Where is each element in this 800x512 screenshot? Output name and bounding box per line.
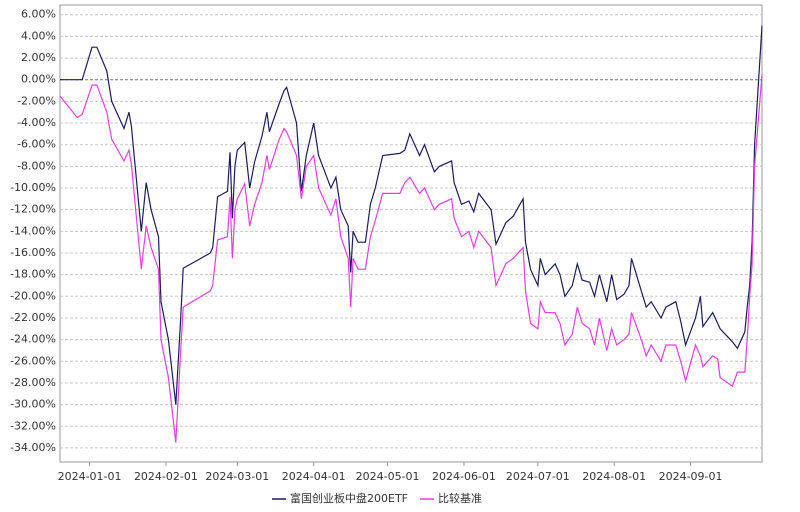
y-tick-label: -10.00% [10, 181, 56, 194]
x-tick-label: 2024-06-01 [432, 470, 496, 483]
y-tick-label: -18.00% [10, 268, 56, 281]
plot-frame [59, 4, 763, 463]
x-tick-label: 2024-03-01 [205, 470, 269, 483]
legend-label: 富国创业板中盘200ETF [290, 491, 408, 505]
y-tick-label: -24.00% [10, 333, 56, 346]
y-tick-label: 2.00% [21, 51, 56, 64]
y-tick-label: -30.00% [10, 398, 56, 411]
y-tick-label: -2.00% [17, 94, 56, 107]
y-tick-label: -34.00% [10, 441, 56, 454]
y-tick-label: -4.00% [17, 116, 56, 129]
x-tick-label: 2024-02-01 [134, 470, 198, 483]
y-tick-label: 0.00% [21, 73, 56, 86]
y-tick-label: -20.00% [10, 289, 56, 302]
x-tick-label: 2024-05-01 [356, 470, 420, 483]
legend-label: 比较基准 [438, 491, 482, 505]
y-tick-label: 6.00% [21, 8, 56, 21]
y-tick-label: -12.00% [10, 203, 56, 216]
x-tick-label: 2024-01-01 [58, 470, 122, 483]
series-line [59, 74, 763, 443]
y-tick-label: -22.00% [10, 311, 56, 324]
x-tick-label: 2024-08-01 [582, 470, 646, 483]
y-tick-label: -28.00% [10, 376, 56, 389]
y-tick-label: -14.00% [10, 224, 56, 237]
y-tick-label: -26.00% [10, 354, 56, 367]
y-tick-label: 4.00% [21, 29, 56, 42]
series-line [60, 25, 763, 405]
x-tick-label: 2024-04-01 [282, 470, 346, 483]
y-tick-label: -6.00% [17, 138, 56, 151]
x-tick-label: 2024-09-01 [659, 470, 723, 483]
y-tick-label: -16.00% [10, 246, 56, 259]
x-tick-label: 2024-07-01 [506, 470, 570, 483]
y-tick-label: -32.00% [10, 419, 56, 432]
y-tick-label: -8.00% [17, 159, 56, 172]
